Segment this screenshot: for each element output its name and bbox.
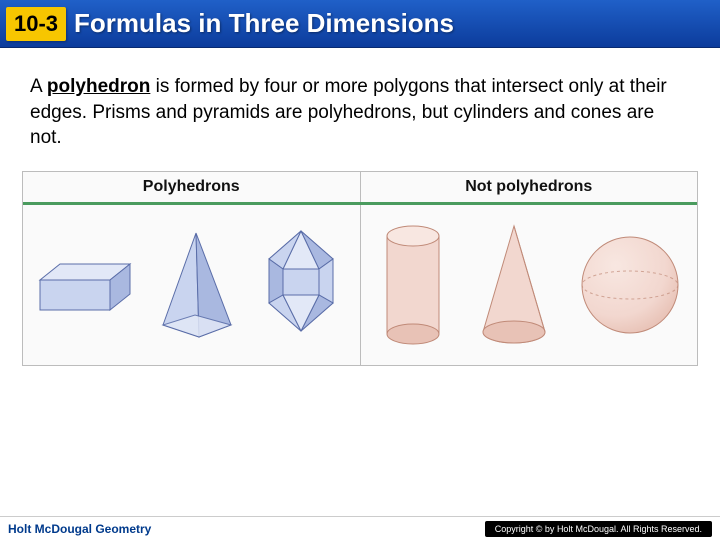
cone-icon: [469, 220, 559, 350]
term-polyhedron: polyhedron: [47, 76, 150, 97]
slide-header: 10-3 Formulas in Three Dimensions: [0, 0, 720, 48]
polyhedrons-cell: [23, 205, 361, 365]
definition-paragraph: A polyhedron is formed by four or more p…: [0, 48, 720, 165]
slide-title: Formulas in Three Dimensions: [74, 8, 454, 39]
figure-header-row: Polyhedrons Not polyhedrons: [23, 172, 697, 205]
section-badge: 10-3: [6, 7, 66, 41]
text-before: A: [30, 76, 47, 97]
prism-icon: [32, 250, 142, 320]
footer-copyright: Copyright © by Holt McDougal. All Rights…: [485, 521, 712, 537]
cylinder-icon: [373, 220, 453, 350]
col-header-polyhedrons: Polyhedrons: [23, 172, 361, 202]
col-header-not-polyhedrons: Not polyhedrons: [361, 172, 698, 202]
figure-body-row: [23, 205, 697, 365]
slide-footer: Holt McDougal Geometry Copyright © by Ho…: [0, 516, 720, 540]
icosahedron-icon: [251, 225, 351, 345]
not-polyhedrons-cell: [361, 205, 698, 365]
pyramid-icon: [151, 225, 241, 345]
comparison-figure: Polyhedrons Not polyhedrons: [22, 171, 698, 366]
footer-brand: Holt McDougal Geometry: [8, 522, 151, 536]
sphere-icon: [575, 225, 685, 345]
